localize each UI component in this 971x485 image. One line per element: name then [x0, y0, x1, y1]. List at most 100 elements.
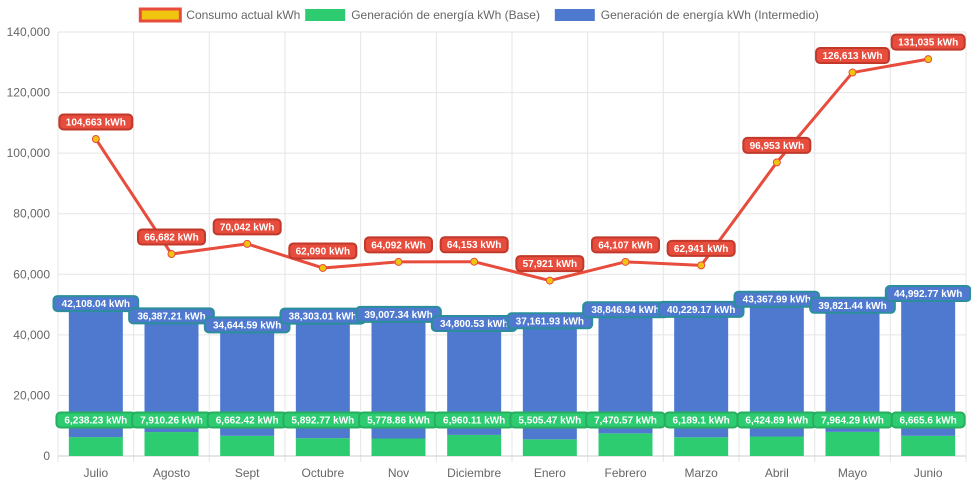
line-value-label-bg — [288, 242, 358, 260]
legend-base[interactable]: Generación de energía kWh (Base) — [305, 8, 540, 22]
line-value-label: 131,035 kWh — [898, 38, 958, 49]
y-tick-label: 80,000 — [13, 207, 50, 221]
bar-base — [598, 433, 653, 456]
line-value-label-bg — [666, 239, 736, 257]
line-point — [848, 68, 857, 77]
line-value-label: 70,042 kWh — [220, 222, 274, 233]
y-tick-label: 60,000 — [13, 267, 50, 281]
y-tick-label: 140,000 — [7, 25, 51, 39]
bar-base-label: 6,238.23 kWh — [64, 416, 127, 427]
bar-base-label: 7,910.26 kWh — [140, 416, 203, 427]
bar-intermedio-label: 37,161.93 kWh — [516, 316, 584, 327]
bar-base — [220, 435, 275, 456]
bar-intermedio-label: 39,007.34 kWh — [364, 310, 432, 321]
bar-intermedio-label: 34,800.53 kWh — [440, 319, 508, 330]
y-tick-label: 100,000 — [7, 146, 51, 160]
line-point — [772, 158, 781, 167]
bar-base — [825, 431, 880, 456]
x-tick-label: Junio — [914, 466, 943, 480]
x-tick-label: Enero — [534, 466, 566, 480]
line-value-label-bg — [364, 236, 433, 254]
x-tick-label: Julio — [83, 466, 108, 480]
line-value-label: 64,153 kWh — [447, 240, 501, 251]
bar-base — [144, 432, 199, 456]
legend-consumo-swatch — [138, 7, 182, 23]
bar-base-label: 6,665.6 kWh — [900, 416, 957, 427]
legend-base-label: Generación de energía kWh (Base) — [351, 8, 540, 22]
line-value-label-bg — [515, 255, 585, 273]
line-value-label-bg — [591, 236, 660, 254]
bar-base — [68, 437, 123, 456]
line-value-label-bg — [212, 218, 282, 236]
x-tick-label: Diciembre — [447, 466, 501, 480]
y-tick-label: 120,000 — [7, 86, 51, 100]
bar-intermedio-label: 39,821.44 kWh — [818, 301, 886, 312]
bar-base — [371, 438, 426, 456]
bar-base — [447, 434, 502, 456]
bar-base-label: 5,778.86 kWh — [367, 416, 430, 427]
bar-base-label: 6,662.42 kWh — [216, 416, 279, 427]
bar-intermedio-label: 38,846.94 kWh — [591, 305, 659, 316]
line-value-label-bg — [439, 236, 509, 254]
line-value-label: 96,953 kWh — [750, 141, 804, 152]
bar-intermedio-label: 43,367.99 kWh — [743, 295, 811, 306]
x-tick-label: Abril — [765, 466, 789, 480]
bar-intermedio-label-bg — [128, 307, 215, 325]
line-value-label-bg — [58, 113, 134, 131]
bar-base-label: 6,960.11 kWh — [443, 416, 505, 427]
line-value-label: 126,613 kWh — [822, 51, 882, 62]
legend-intermedio[interactable]: Generación de energía kWh (Intermedio) — [554, 8, 819, 22]
bar-base-label: 6,424.89 kWh — [745, 416, 808, 427]
legend[interactable]: Consumo actual kWh Generación de energía … — [138, 7, 819, 23]
line-point — [91, 135, 100, 144]
legend-base-swatch — [305, 9, 346, 21]
bar-intermedio-label-bg — [657, 300, 745, 318]
line-value-label-bg — [742, 136, 812, 154]
bar-intermedio-label: 42,108.04 kWh — [62, 299, 130, 310]
bar-base — [522, 439, 577, 456]
bar-base — [749, 436, 804, 456]
y-axis: 0 20,000 40,000 60,000 80,000 100,000 120,000 1… — [7, 25, 51, 463]
line-value-label: 64,107 kWh — [598, 240, 652, 251]
bar-base — [901, 435, 956, 456]
line-point — [470, 257, 479, 266]
bar-intermedio-label-bg — [52, 295, 140, 313]
bar-intermedio-label-bg — [809, 296, 896, 314]
bar-base — [674, 437, 729, 456]
grid — [57, 31, 967, 462]
y-tick-label: 20,000 — [13, 388, 50, 402]
line-point — [394, 257, 403, 266]
line-point — [697, 261, 706, 270]
line-value-label: 64,092 kWh — [371, 240, 425, 251]
bar-intermedio-label: 40,229.17 kWh — [667, 305, 735, 316]
line-value-label-bg — [815, 47, 890, 65]
bar-base-label: 5,892.77 kWh — [291, 416, 354, 427]
line-value-label-bg — [890, 33, 966, 51]
line-point — [167, 250, 176, 259]
y-tick-label: 40,000 — [13, 328, 50, 342]
line-value-label-bg — [137, 228, 206, 246]
line-value-label: 57,921 kWh — [523, 259, 577, 270]
line-point — [621, 257, 630, 266]
line-value-label: 62,941 kWh — [674, 244, 728, 255]
bar-intermedio-label-bg — [355, 305, 442, 323]
line-value-label: 104,663 kWh — [66, 118, 126, 129]
x-tick-label: Agosto — [153, 466, 191, 480]
line-value-label: 62,090 kWh — [296, 246, 350, 257]
legend-consumo-label: Consumo actual kWh — [186, 8, 300, 22]
y-tick-label: 0 — [43, 449, 50, 463]
line-point — [243, 239, 252, 248]
line-value-label: 66,682 kWh — [144, 233, 198, 244]
bar-intermedio-label-bg — [203, 316, 291, 334]
legend-intermedio-label: Generación de energía kWh (Intermedio) — [601, 8, 819, 22]
data-labels: 42,108.04 kWh 6,238.23 kWh 104,663 kWh 36,3… — [52, 33, 971, 429]
legend-consumo[interactable]: Consumo actual kWh — [138, 7, 300, 23]
line-point — [545, 276, 554, 285]
bar-intermedio-label: 36,387.21 kWh — [137, 311, 205, 322]
bar-base-label: 5,505.47 kWh — [518, 416, 581, 427]
line-point — [924, 55, 933, 64]
x-axis: Julio Agosto Sept Octubre Nov Diciembre Enero F… — [58, 455, 966, 480]
bar-intermedio-label-bg — [506, 312, 594, 330]
bar-base — [295, 438, 350, 456]
